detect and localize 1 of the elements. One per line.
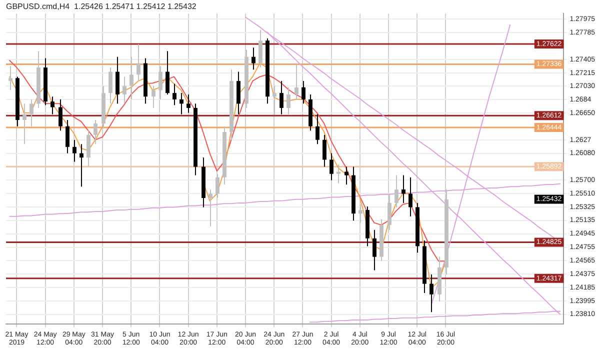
chart-title: GBPUSD.cmd,H4 1.25426 1.25471 1.25412 1.25432 xyxy=(6,2,197,12)
